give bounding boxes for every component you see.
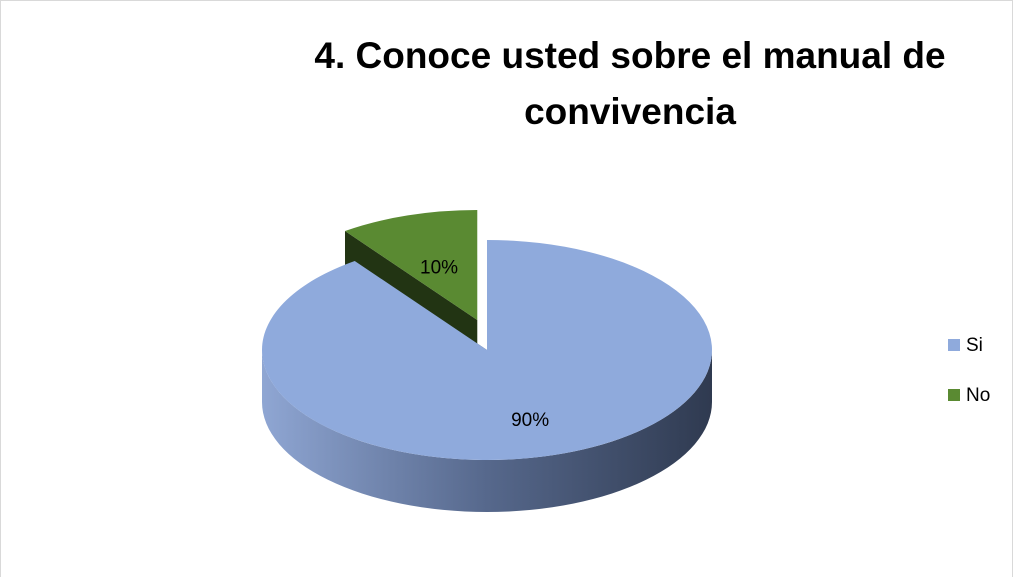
legend-swatch (948, 389, 960, 401)
slice-top (345, 210, 478, 321)
data-label: 90% (511, 410, 549, 431)
chart-title: 4. Conoce usted sobre el manual de convi… (314, 35, 946, 132)
slice-side (262, 350, 712, 512)
legend-swatch (948, 339, 960, 351)
slice-top (261, 240, 712, 460)
legend-label: Si (966, 335, 983, 356)
legend-label: No (966, 385, 990, 406)
data-label: 10% (420, 258, 458, 279)
